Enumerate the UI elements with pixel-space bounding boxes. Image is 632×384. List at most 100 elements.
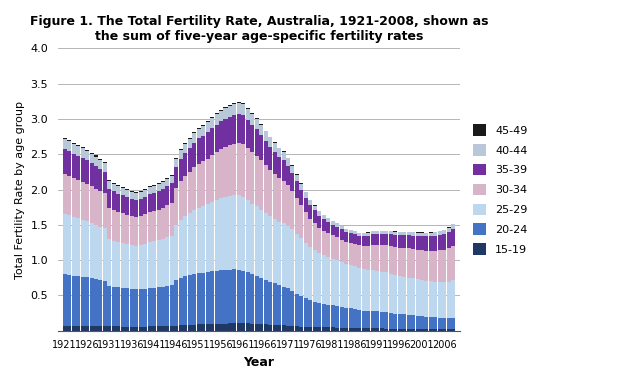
Bar: [304, 192, 308, 198]
Bar: [313, 205, 317, 206]
Bar: [286, 185, 290, 226]
Bar: [398, 248, 402, 276]
Bar: [121, 243, 125, 288]
Bar: [90, 326, 94, 331]
Bar: [157, 287, 161, 326]
Bar: [434, 232, 437, 236]
Bar: [241, 323, 245, 331]
Bar: [348, 230, 353, 233]
Bar: [322, 219, 325, 231]
Bar: [317, 253, 321, 303]
Bar: [233, 270, 236, 323]
Bar: [103, 326, 107, 331]
Bar: [67, 326, 71, 331]
Bar: [157, 326, 161, 331]
Bar: [246, 273, 250, 323]
Bar: [67, 141, 71, 151]
Bar: [335, 237, 339, 260]
Bar: [442, 318, 446, 329]
Bar: [179, 149, 183, 150]
Bar: [447, 248, 451, 281]
Bar: [339, 230, 344, 240]
Bar: [241, 104, 245, 115]
Bar: [348, 243, 353, 265]
Bar: [76, 144, 80, 146]
Bar: [326, 218, 331, 222]
Bar: [192, 133, 197, 143]
Bar: [344, 232, 348, 242]
Bar: [264, 165, 268, 213]
Bar: [344, 264, 348, 308]
Bar: [362, 311, 366, 328]
Bar: [250, 152, 254, 204]
Bar: [183, 144, 187, 153]
Bar: [308, 200, 312, 205]
Bar: [411, 236, 415, 249]
Bar: [402, 277, 406, 314]
Bar: [81, 158, 85, 182]
Bar: [415, 329, 420, 331]
Bar: [143, 288, 147, 327]
Bar: [147, 187, 152, 194]
Bar: [147, 326, 152, 331]
Bar: [402, 329, 406, 331]
Bar: [94, 157, 98, 166]
Bar: [389, 234, 392, 246]
Bar: [71, 154, 76, 179]
Bar: [81, 326, 85, 331]
Bar: [353, 232, 357, 234]
Bar: [398, 276, 402, 314]
Bar: [291, 291, 295, 326]
Bar: [121, 214, 125, 243]
Bar: [138, 289, 143, 327]
Bar: [313, 250, 317, 301]
Bar: [250, 125, 254, 152]
Bar: [228, 323, 232, 331]
Bar: [371, 232, 375, 234]
Bar: [99, 169, 102, 191]
Bar: [81, 277, 85, 326]
Bar: [76, 180, 80, 218]
Bar: [277, 222, 281, 285]
Bar: [214, 114, 219, 125]
Bar: [272, 152, 277, 174]
Bar: [147, 186, 152, 187]
Bar: [76, 218, 80, 276]
Bar: [192, 274, 197, 324]
Bar: [152, 186, 156, 193]
Bar: [335, 223, 339, 227]
Bar: [174, 167, 178, 189]
Bar: [63, 149, 67, 174]
Bar: [183, 177, 187, 216]
Bar: [188, 172, 191, 214]
Bar: [188, 214, 191, 275]
Bar: [90, 163, 94, 186]
Bar: [228, 196, 232, 270]
Bar: [335, 306, 339, 328]
Bar: [250, 324, 254, 331]
Bar: [130, 199, 134, 216]
Bar: [134, 193, 138, 200]
Bar: [295, 233, 299, 294]
Bar: [300, 238, 303, 296]
Bar: [157, 210, 161, 240]
Bar: [438, 250, 442, 282]
Bar: [152, 326, 156, 331]
Bar: [317, 327, 321, 331]
Bar: [107, 286, 111, 326]
Bar: [201, 206, 205, 273]
Bar: [362, 233, 366, 236]
Bar: [259, 324, 264, 331]
Bar: [67, 176, 71, 215]
Bar: [192, 132, 197, 133]
Bar: [331, 225, 335, 235]
Bar: [201, 273, 205, 324]
Bar: [268, 281, 272, 324]
Bar: [116, 194, 120, 212]
Bar: [255, 119, 258, 129]
Bar: [272, 325, 277, 331]
Bar: [434, 318, 437, 329]
Bar: [205, 159, 210, 205]
Bar: [353, 266, 357, 309]
Bar: [161, 239, 165, 286]
